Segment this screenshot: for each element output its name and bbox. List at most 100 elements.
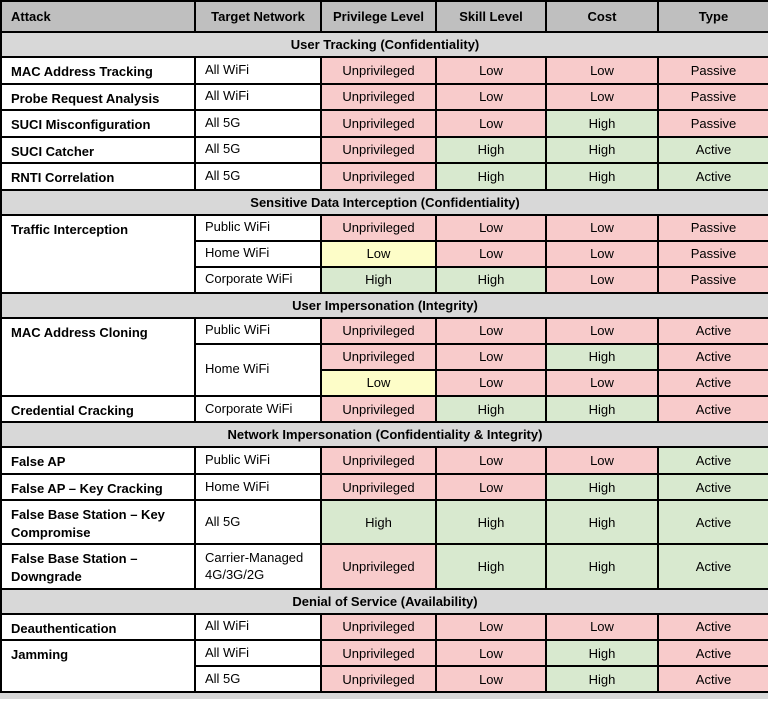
header-cost: Cost — [545, 0, 659, 33]
section-row: Sensitive Data Interception (Confidentia… — [0, 188, 768, 216]
attack-row: False AP – Key Cracking Home WiFi Unprivil… — [0, 472, 768, 502]
attack-row: False AP Public WiFi Unprivileged Low Low Act… — [0, 446, 768, 475]
attack-row: MAC Address Tracking All WiFi Unprivileged… — [0, 56, 768, 85]
type-cell: Active — [657, 472, 768, 502]
target-network-cell: All 5G — [194, 499, 322, 546]
attack-name-cell: MAC Address Tracking — [0, 56, 196, 85]
target-network-cell: All WiFi — [194, 612, 322, 642]
attack-name-cell: Jamming — [0, 639, 196, 694]
type-cell: Active — [657, 368, 768, 397]
skill-level-cell: High — [435, 162, 547, 191]
section-title: Network Impersonation (Confidentiality &… — [0, 421, 768, 449]
header-target-network: Target Network — [194, 0, 322, 33]
type-cell: Passive — [657, 109, 768, 138]
type-cell: Active — [657, 446, 768, 475]
cost-cell: Low — [545, 316, 659, 345]
cost-cell: Low — [545, 239, 659, 268]
privilege-level-cell: Unprivileged — [320, 446, 437, 475]
privilege-level-cell: Unprivileged — [320, 56, 437, 85]
attack-row: Jamming All WiFi Unprivileged Low High Active — [0, 639, 768, 694]
privilege-level-cell: Unprivileged — [320, 82, 437, 112]
cost-cell: High — [545, 543, 659, 590]
target-network-cell: All WiFi — [194, 56, 322, 85]
section-row: Network Impersonation (Confidentiality &… — [0, 421, 768, 449]
privilege-level-cell: High — [320, 499, 437, 546]
attack-row: Probe Request Analysis All WiFi Unprivileg… — [0, 82, 768, 112]
target-network-cell: Home WiFi — [194, 239, 322, 268]
header-attack: Attack — [0, 0, 196, 33]
cost-cell: High — [545, 639, 659, 668]
privilege-level-cell: Low — [320, 239, 437, 268]
attack-row: False Base Station – Downgrade Carrier-Ma… — [0, 543, 768, 590]
header-row: Attack Target Network Privilege Level Sk… — [0, 0, 768, 33]
attack-row: MAC Address Cloning Public WiFi Unprivileg… — [0, 316, 768, 397]
type-cell: Active — [657, 342, 768, 371]
attack-name-cell: False AP — [0, 446, 196, 475]
privilege-level-cell: Unprivileged — [320, 135, 437, 165]
attack-name-cell: RNTI Correlation — [0, 162, 196, 191]
type-cell: Passive — [657, 239, 768, 268]
target-network-cell: Home WiFi — [194, 342, 322, 397]
skill-level-cell: High — [435, 499, 547, 546]
type-cell: Active — [657, 499, 768, 546]
privilege-level-cell: Unprivileged — [320, 342, 437, 371]
privilege-level-cell: Unprivileged — [320, 213, 437, 242]
type-cell: Active — [657, 639, 768, 668]
cost-cell: Low — [545, 82, 659, 112]
skill-level-cell: Low — [435, 446, 547, 475]
privilege-level-cell: Unprivileged — [320, 665, 437, 694]
target-network-cell: All 5G — [194, 665, 322, 694]
privilege-level-cell: Unprivileged — [320, 639, 437, 668]
section-title: Denial of Service (Availability) — [0, 587, 768, 615]
attack-row: SUCI Catcher All 5G Unprivileged High High Ac… — [0, 135, 768, 165]
privilege-level-cell: Unprivileged — [320, 394, 437, 424]
cost-cell: High — [545, 394, 659, 424]
target-network-cell: All WiFi — [194, 639, 322, 668]
privilege-level-cell: Unprivileged — [320, 316, 437, 345]
skill-level-cell: Low — [435, 472, 547, 502]
cost-cell: Low — [545, 56, 659, 85]
attack-name-cell: False Base Station – Downgrade — [0, 543, 196, 590]
privilege-level-cell: Unprivileged — [320, 472, 437, 502]
section-row: Denial of Service (Availability) — [0, 587, 768, 615]
target-network-cell: All 5G — [194, 162, 322, 191]
cost-cell: Low — [545, 213, 659, 242]
skill-level-cell: High — [435, 543, 547, 590]
attack-name-cell: Deauthentication — [0, 612, 196, 642]
section-title: Sensitive Data Interception (Confidentia… — [0, 188, 768, 216]
attack-row: Home WiFi Low Low Low Passive — [1, 239, 768, 268]
table-body: User Tracking (Confidentiality) MAC Addre… — [0, 31, 768, 694]
skill-level-cell: Low — [435, 109, 547, 138]
target-network-cell: Carrier-Managed 4G/3G/2G — [194, 543, 322, 590]
skill-level-cell: Low — [435, 342, 547, 371]
target-network-cell: Home WiFi — [194, 472, 322, 502]
skill-level-cell: Low — [435, 639, 547, 668]
attack-row: False Base Station – Key Compromise All 5… — [0, 499, 768, 546]
type-cell: Active — [657, 665, 768, 694]
cost-cell: High — [545, 472, 659, 502]
attack-row: All 5G Unprivileged Low High Active — [1, 665, 768, 694]
attack-name-cell: SUCI Misconfiguration — [0, 109, 196, 138]
header-privilege-level: Privilege Level — [320, 0, 437, 33]
privilege-level-cell: Unprivileged — [320, 543, 437, 590]
privilege-level-cell: High — [320, 265, 437, 294]
target-network-cell: Corporate WiFi — [194, 394, 322, 424]
attack-row: Low Low Low Active — [1, 368, 768, 397]
privilege-level-cell: Unprivileged — [320, 162, 437, 191]
cost-cell: Low — [545, 446, 659, 475]
type-cell: Passive — [657, 56, 768, 85]
cost-cell: High — [545, 109, 659, 138]
cost-cell: Low — [545, 368, 659, 397]
header-skill-level: Skill Level — [435, 0, 547, 33]
type-cell: Active — [657, 543, 768, 590]
header-type: Type — [657, 0, 768, 33]
privilege-level-cell: Unprivileged — [320, 109, 437, 138]
type-cell: Active — [657, 135, 768, 165]
attack-name-cell: MAC Address Cloning — [0, 316, 196, 397]
cost-cell: High — [545, 162, 659, 191]
skill-level-cell: Low — [435, 239, 547, 268]
type-cell: Active — [657, 162, 768, 191]
attack-row: RNTI Correlation All 5G Unprivileged High Hi… — [0, 162, 768, 191]
skill-level-cell: High — [435, 135, 547, 165]
